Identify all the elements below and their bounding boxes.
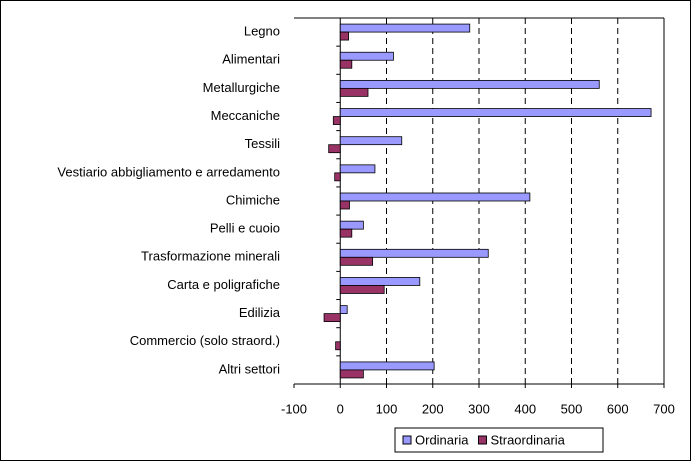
bar (334, 172, 341, 182)
bar (339, 87, 369, 97)
bar (339, 164, 376, 174)
x-tick-label: 300 (468, 401, 490, 416)
bar (339, 51, 394, 61)
bar (339, 192, 531, 202)
bar (339, 23, 471, 33)
bar (323, 313, 341, 323)
y-tick-label: Metallurgiche (203, 80, 280, 95)
bar (339, 285, 385, 294)
bar (339, 136, 403, 146)
x-tick-label: 600 (607, 401, 629, 416)
y-tick-label: Trasformazione minerali (141, 249, 280, 264)
x-tick-label: 700 (653, 401, 675, 416)
bar (335, 341, 341, 351)
x-tick-label: -100 (281, 401, 307, 416)
y-tick-label: Meccaniche (211, 108, 280, 123)
bar (339, 200, 350, 210)
bar (339, 277, 421, 286)
y-tick-label: Alimentari (222, 52, 280, 67)
legend-label: Straordinaria (490, 432, 565, 447)
y-tick-label: Chimiche (226, 192, 280, 207)
bar (339, 108, 652, 117)
y-tick-label: Vestiario abbigliamento e arredamento (57, 164, 280, 179)
y-tick-label: Carta e poligrafiche (167, 277, 280, 292)
x-tick-label: 0 (337, 401, 344, 416)
bar (339, 31, 349, 41)
bar (339, 228, 353, 238)
bar (339, 256, 374, 266)
y-tick-label: Pelli e cuoio (210, 221, 280, 236)
legend-swatch (402, 435, 412, 445)
bar (339, 59, 353, 69)
legend-box (394, 427, 604, 453)
bar (339, 79, 600, 89)
y-tick-label: Edilizia (239, 305, 281, 320)
y-tick-label: Altri settori (219, 361, 281, 376)
bar (328, 144, 341, 154)
bar (339, 305, 348, 315)
bar (339, 220, 364, 230)
legend-label: Ordinaria (415, 432, 469, 447)
y-tick-label: Commercio (solo straord.) (130, 333, 280, 348)
x-tick-label: 100 (376, 401, 398, 416)
bar (332, 116, 341, 125)
x-tick-label: 200 (422, 401, 444, 416)
x-tick-label: 400 (514, 401, 536, 416)
y-tick-label: Tessili (245, 136, 281, 151)
bar (339, 369, 364, 379)
bar (339, 248, 489, 258)
x-tick-label: 500 (561, 401, 583, 416)
y-tick-label: Legno (244, 24, 280, 39)
bar (339, 361, 435, 371)
legend-swatch (477, 435, 487, 445)
